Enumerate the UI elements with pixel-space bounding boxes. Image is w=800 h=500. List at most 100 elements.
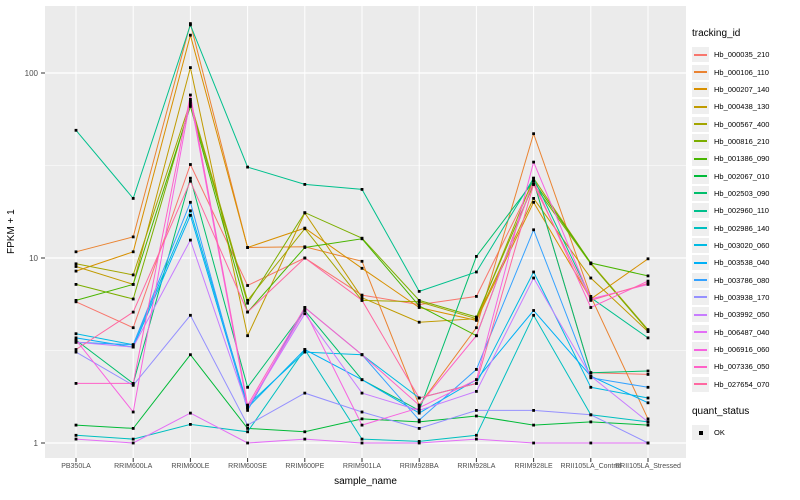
legend-key-line-icon — [694, 53, 707, 56]
data-point — [646, 279, 650, 283]
data-point — [532, 409, 535, 412]
data-point — [74, 250, 78, 254]
data-point — [532, 228, 535, 232]
data-point — [131, 410, 135, 414]
legend-item-Hb_002960_110: Hb_002960_110 — [692, 202, 798, 219]
legend-item-label: Hb_007336_050 — [714, 362, 770, 372]
data-point — [74, 269, 78, 273]
data-point — [189, 93, 192, 97]
y-axis-title: FPKM + 1 — [6, 209, 17, 255]
legend-item-Hb_000106_110: Hb_000106_110 — [692, 63, 798, 80]
data-point — [131, 273, 135, 277]
data-point — [589, 374, 593, 378]
legend-item-Hb_003538_040: Hb_003538_040 — [692, 254, 798, 271]
data-point — [303, 309, 307, 312]
data-point — [74, 382, 78, 385]
data-point — [303, 312, 307, 316]
data-point — [360, 293, 364, 297]
data-point — [131, 343, 135, 347]
legend-key — [692, 289, 709, 305]
data-point — [246, 406, 249, 410]
legend-item-label: Hb_000816_210 — [714, 136, 770, 146]
legend-key — [692, 99, 709, 115]
data-point — [532, 197, 535, 200]
legend-key-line-icon — [694, 348, 707, 351]
data-point — [417, 306, 421, 309]
data-point — [246, 430, 249, 434]
x-tick-label: RRIM600LA — [114, 463, 153, 470]
legend-item-Hb_006487_040: Hb_006487_040 — [692, 324, 798, 341]
legend-key-line-icon — [694, 157, 707, 160]
data-point — [532, 309, 535, 312]
legend-item-Hb_000035_210: Hb_000035_210 — [692, 46, 798, 63]
data-point — [74, 340, 78, 344]
legend-key — [692, 133, 709, 149]
data-point — [74, 283, 78, 286]
data-point — [246, 427, 249, 430]
data-point — [74, 423, 78, 427]
data-point — [131, 310, 135, 314]
data-point — [303, 227, 307, 231]
legend-item-Hb_003020_060: Hb_003020_060 — [692, 237, 798, 254]
data-point — [360, 353, 364, 357]
legend-item-label: Hb_003938_170 — [714, 292, 770, 302]
data-point — [189, 353, 192, 357]
data-point — [131, 197, 135, 200]
legend-key-line-icon — [694, 71, 707, 74]
data-point — [303, 306, 307, 309]
data-point — [646, 336, 650, 340]
data-point — [131, 437, 135, 441]
data-point — [131, 297, 135, 301]
legend-key — [692, 272, 709, 288]
legend-key — [692, 151, 709, 167]
data-point — [74, 437, 78, 441]
data-point — [475, 382, 478, 385]
data-point — [532, 176, 535, 180]
legend-key-line-icon — [694, 296, 707, 299]
data-point — [417, 396, 421, 400]
legend-item-Hb_006916_060: Hb_006916_060 — [692, 341, 798, 358]
legend-title-quant-status: quant_status — [692, 405, 750, 417]
plot-panel — [45, 6, 686, 458]
data-point — [589, 413, 593, 417]
data-point — [646, 396, 650, 400]
data-point — [417, 441, 421, 445]
legend-key-line-icon — [694, 261, 707, 264]
x-tick-label: RRIM600LE — [171, 463, 210, 470]
legend-key-line-icon — [694, 279, 707, 282]
data-point — [74, 433, 78, 437]
legend-item-label: Hb_006487_040 — [714, 327, 770, 337]
data-point — [417, 304, 421, 308]
data-point — [475, 295, 478, 298]
data-point — [475, 326, 478, 330]
legend-item-label: Hb_000035_210 — [714, 50, 770, 60]
data-point — [246, 334, 249, 338]
data-point — [131, 441, 135, 445]
y-tick-label: 1 — [33, 438, 38, 448]
data-point — [74, 338, 78, 342]
data-point — [246, 284, 249, 287]
data-point — [360, 296, 364, 300]
data-point — [131, 345, 135, 349]
data-point — [360, 417, 364, 421]
data-point — [189, 200, 192, 204]
data-point — [417, 406, 421, 410]
legend-item-Hb_002986_140: Hb_002986_140 — [692, 219, 798, 236]
legend-item-label: Hb_003020_060 — [714, 240, 770, 250]
legend-item-label: Hb_002503_090 — [714, 188, 770, 198]
data-point — [532, 270, 535, 274]
data-point — [532, 313, 535, 317]
data-point — [189, 209, 192, 213]
data-point — [646, 441, 650, 445]
legend-item-Hb_001386_090: Hb_001386_090 — [692, 150, 798, 167]
data-point — [189, 66, 192, 69]
data-point — [189, 100, 192, 104]
data-point — [475, 334, 478, 338]
data-point — [189, 23, 192, 27]
data-point — [303, 430, 307, 434]
data-point — [475, 378, 478, 382]
data-point — [246, 423, 249, 427]
data-point — [189, 98, 192, 101]
